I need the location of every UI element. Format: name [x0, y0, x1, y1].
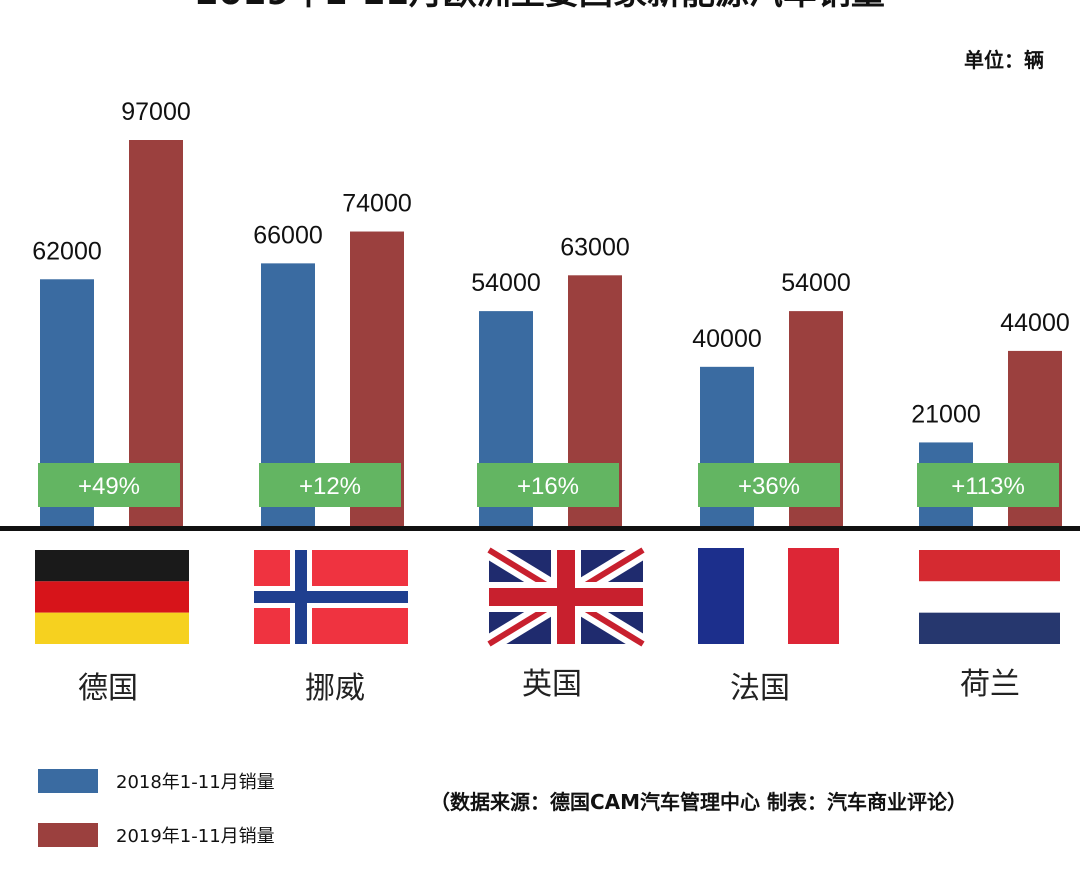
growth-label-0: +49%: [78, 473, 140, 500]
country-label-0: 德国: [78, 671, 138, 706]
bar-group-0: 62000 97000 +49%: [32, 98, 191, 526]
bar-group-3: 40000 54000 +36%: [692, 269, 851, 526]
value-label-2019-2: 63000: [560, 233, 630, 261]
legend-swatch-2019: [38, 823, 98, 847]
source-note: （数据来源：德国CAM汽车管理中心 制表：汽车商业评论）: [430, 790, 968, 814]
legend: 2018年1-11月销量 2019年1-11月销量: [38, 766, 275, 874]
growth-box-2: [477, 463, 619, 507]
netherlands-flag: [919, 550, 1060, 644]
bar-group-1: 66000 74000 +12%: [253, 190, 412, 527]
x-axis-baseline: [0, 526, 1080, 531]
growth-label-1: +12%: [299, 473, 361, 500]
growth-label-4: +113%: [951, 473, 1025, 500]
legend-item-2019: 2019年1-11月销量: [38, 820, 275, 850]
value-label-2019-0: 97000: [121, 98, 191, 126]
bar-group-4: 21000 44000 +113%: [911, 309, 1070, 526]
value-label-2019-1: 74000: [342, 190, 412, 218]
country-label-4: 荷兰: [960, 667, 1020, 702]
legend-label-2019: 2019年1-11月销量: [116, 826, 275, 847]
germany-flag: [35, 550, 189, 644]
chart-title: 2019年1-11月欧洲主要国家新能源汽车销量: [0, 0, 1080, 10]
value-label-2018-0: 62000: [32, 237, 102, 265]
growth-label-3: +36%: [738, 473, 800, 500]
bar-group-2: 54000 63000 +16%: [471, 233, 630, 526]
value-label-2018-1: 66000: [253, 221, 323, 249]
legend-swatch-2018: [38, 769, 98, 793]
growth-label-2: +16%: [517, 473, 579, 500]
growth-box-1: [259, 463, 401, 507]
legend-label-2018: 2018年1-11月销量: [116, 772, 275, 793]
growth-box-4: [917, 463, 1059, 507]
growth-box-0: [38, 463, 180, 507]
value-label-2019-3: 54000: [781, 269, 851, 297]
value-label-2018-2: 54000: [471, 269, 541, 297]
country-label-1: 挪威: [305, 671, 365, 706]
growth-box-3: [698, 463, 840, 507]
country-label-3: 法国: [730, 671, 790, 706]
uk-flag: [484, 542, 648, 652]
france-flag: [698, 548, 839, 644]
value-label-2018-3: 40000: [692, 325, 762, 353]
country-label-2: 英国: [522, 667, 582, 702]
value-label-2018-4: 21000: [911, 400, 981, 428]
bar-chart: 62000 97000 +49% 66000 74000 +12% 54000 63000 +1…: [0, 98, 1080, 706]
legend-item-2018: 2018年1-11月销量: [38, 766, 275, 796]
unit-label: 单位：辆: [964, 48, 1044, 72]
value-label-2019-4: 44000: [1000, 309, 1070, 337]
bar-2019-0: [129, 140, 183, 526]
norway-flag: [254, 550, 408, 644]
